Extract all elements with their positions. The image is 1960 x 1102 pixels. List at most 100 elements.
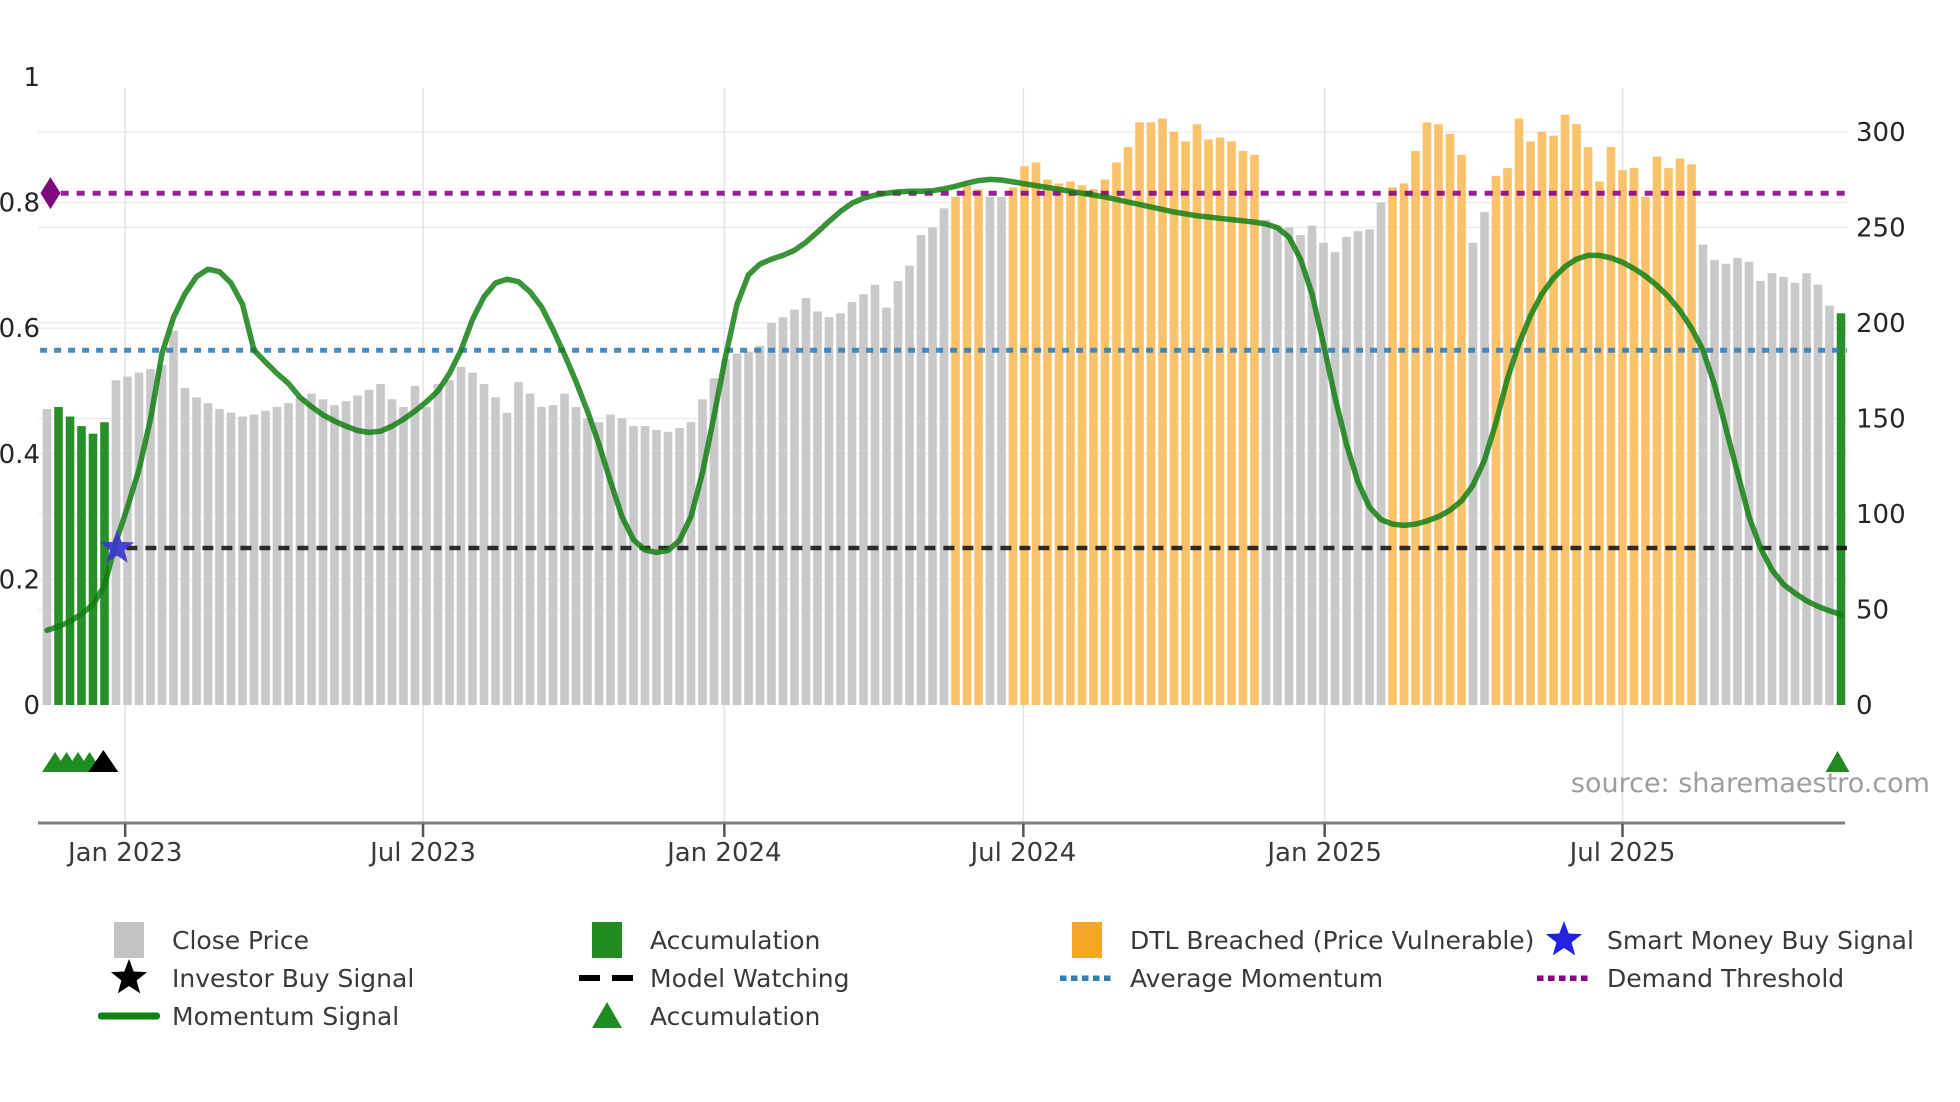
- price-bar-close: [203, 403, 213, 705]
- price-bar-accumulation: [100, 422, 109, 705]
- x-tick-label: Jul 2023: [368, 838, 476, 868]
- price-bar-dtl: [1250, 154, 1259, 706]
- price-bar-close: [813, 311, 822, 705]
- price-bar-close: [1307, 225, 1317, 705]
- price-bar-close: [387, 399, 397, 705]
- right-axis-tick-label: 200: [1856, 309, 1906, 339]
- price-bar-close: [1802, 273, 1811, 705]
- price-bar-close: [399, 407, 408, 705]
- price-bar-close: [1744, 261, 1754, 705]
- price-bar-close: [905, 265, 914, 705]
- price-bar-close: [617, 418, 627, 705]
- price-bar-dtl: [1008, 187, 1018, 706]
- right-axis-tick-label: 0: [1856, 691, 1873, 721]
- price-bar-close: [594, 422, 604, 705]
- price-bar-close: [318, 399, 328, 705]
- price-bar-close: [1767, 273, 1777, 705]
- price-bar-close: [675, 428, 684, 705]
- price-bar-dtl: [1388, 187, 1397, 706]
- price-bar-accumulation: [54, 407, 63, 705]
- price-bar-close: [284, 403, 293, 705]
- price-bar-close: [445, 380, 454, 705]
- price-bar-close: [548, 405, 558, 705]
- x-tick-label: Jul 2025: [1568, 838, 1676, 868]
- price-bar-close: [1790, 282, 1800, 705]
- price-bar-close: [226, 412, 236, 705]
- price-bar-close: [744, 351, 753, 705]
- price-bar-close: [583, 418, 592, 705]
- price-bar-dtl: [1503, 168, 1512, 706]
- price-bar-accumulation: [1836, 313, 1846, 705]
- price-bar-dtl: [1606, 147, 1616, 706]
- right-axis-layer: 300 250 200 150 100 50 0: [1856, 118, 1906, 721]
- price-bar-close: [836, 313, 845, 705]
- price-bar-close: [801, 298, 811, 705]
- x-tick-label: Jul 2024: [968, 838, 1076, 868]
- price-bar-close: [479, 384, 489, 705]
- price-bar-close: [698, 399, 707, 705]
- price-bar-dtl: [1112, 162, 1121, 705]
- price-bar-close: [997, 196, 1006, 706]
- price-bar-dtl: [1227, 141, 1236, 705]
- price-bar-dtl: [1146, 122, 1156, 706]
- price-bar-close: [686, 422, 696, 705]
- price-bar-dtl: [1549, 135, 1558, 705]
- price-bar-dtl: [1399, 183, 1409, 705]
- price-bar-dtl: [1192, 124, 1202, 705]
- price-bar-close: [491, 397, 500, 705]
- price-bar-dtl: [1169, 131, 1179, 705]
- price-bar-close: [1721, 263, 1731, 705]
- markers-layer: [40, 177, 1850, 772]
- price-bar-close: [882, 307, 891, 705]
- price-bar-dtl: [1181, 141, 1190, 705]
- price-bar-dtl: [1411, 151, 1420, 705]
- price-bar-close: [790, 309, 799, 705]
- price-bar-close: [652, 429, 661, 705]
- price-bar-close: [376, 384, 385, 705]
- momentum-signal-line: [44, 176, 1844, 634]
- price-bar-close: [1342, 236, 1351, 705]
- price-bar-close: [1365, 229, 1374, 706]
- price-bar-dtl: [1158, 118, 1167, 705]
- price-bar-dtl: [1560, 114, 1570, 705]
- price-bar-close: [42, 408, 52, 705]
- price-bar-close: [261, 410, 270, 705]
- price-bar-close: [939, 208, 949, 706]
- price-bar-dtl: [1066, 181, 1075, 705]
- momentum-signal-layer: [44, 176, 1844, 634]
- right-axis-tick-label: 50: [1856, 595, 1889, 625]
- price-bar-dtl: [1043, 179, 1052, 706]
- price-bar-close: [272, 407, 282, 705]
- price-bar-close: [249, 414, 259, 705]
- price-bar-dtl: [1572, 124, 1581, 705]
- price-bar-close: [364, 389, 374, 705]
- source-note: source: sharemaestro.com: [1570, 768, 1930, 799]
- price-bar-dtl: [1135, 122, 1144, 706]
- price-bar-dtl: [1238, 151, 1248, 705]
- price-bar-close: [1330, 252, 1340, 705]
- price-bar-close: [928, 227, 937, 705]
- price-bar-close: [985, 196, 995, 706]
- left-axis-layer: 1 0.8 0.6 0.4 0.2 0: [0, 63, 40, 721]
- price-bar-accumulation: [88, 433, 98, 705]
- price-bar-close: [1261, 219, 1271, 705]
- accumulation-triangle-icon: [1825, 751, 1850, 772]
- price-bar-close: [709, 378, 719, 705]
- price-bar-close: [341, 401, 351, 705]
- price-bar-close: [537, 407, 546, 705]
- price-bar-close: [433, 384, 443, 705]
- left-axis-tick-label: 0.6: [0, 314, 40, 344]
- price-bar-close: [1710, 259, 1719, 705]
- price-bar-close: [1825, 305, 1834, 705]
- price-bar-close: [514, 382, 523, 705]
- price-bar-dtl: [1445, 133, 1455, 706]
- price-bar-close: [1319, 242, 1328, 705]
- price-bar-dtl: [1664, 168, 1673, 706]
- price-bar-dtl: [1123, 147, 1133, 706]
- x-axis-layer: Jan 2023 Jul 2023 Jan 2024 Jul 2024 Jan 2025…: [38, 821, 1845, 868]
- price-bar-dtl: [1100, 179, 1110, 706]
- left-axis-tick-label: 0: [23, 691, 40, 721]
- left-axis-tick-label: 0.4: [0, 440, 40, 470]
